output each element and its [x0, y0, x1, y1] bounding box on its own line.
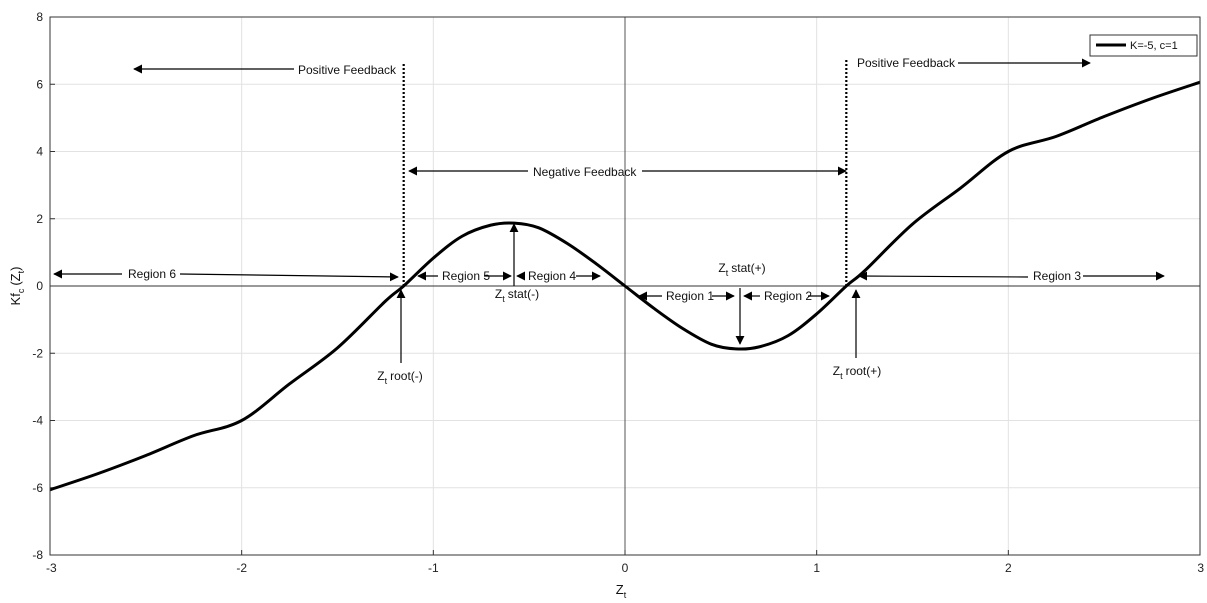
zt-stat-minus-label: Zt stat(-)	[495, 287, 539, 304]
x-tick-label: -3	[46, 561, 57, 575]
y-tick-label: -8	[32, 548, 43, 562]
x-axis-label: Zt	[616, 582, 627, 600]
y-tick-label: -2	[32, 346, 43, 360]
positive-feedback-right-label: Positive Feedback	[857, 56, 956, 70]
x-tick-label: 1	[813, 561, 820, 575]
region6-label: Region 6	[128, 267, 176, 281]
y-tick-label: -4	[32, 414, 43, 428]
legend-entry: K=-5, c=1	[1130, 40, 1178, 52]
y-axis-label: Kfc(Zt)	[8, 267, 26, 306]
series-layer	[49, 80, 1201, 492]
x-tick-label: 2	[1005, 561, 1012, 575]
legend: K=-5, c=1	[1089, 34, 1198, 57]
y-tick-label: 0	[36, 279, 43, 293]
tick-labels: -3 -2 -1 0 1 2 3 -8 -6 -4 -2 0 2 4 6 8	[32, 10, 1204, 575]
y-tick-label: 6	[36, 77, 43, 91]
x-tick-label: -2	[236, 561, 247, 575]
series-line	[49, 80, 1201, 492]
zt-root-plus-label: Zt root(+)	[833, 364, 882, 381]
plot-frame	[49, 16, 1201, 556]
x-tick-label: 3	[1197, 561, 1204, 575]
positive-feedback-left-label: Positive Feedback	[298, 63, 397, 77]
region6-arrow-right	[179, 272, 399, 282]
zt-stat-plus-label: Zt stat(+)	[718, 261, 765, 278]
legend-box	[1089, 34, 1198, 57]
x-tick-label: -1	[428, 561, 439, 575]
y-tick-label: -6	[32, 481, 43, 495]
y-tick-label: 8	[36, 10, 43, 24]
annotation-layer: Positive Feedback Positive Feedback Negati…	[53, 56, 1165, 386]
region5-label: Region 5	[442, 269, 490, 283]
region2-label: Region 2	[764, 289, 812, 303]
y-tick-label: 2	[36, 212, 43, 226]
negative-feedback-label: Negative Feedback	[533, 165, 637, 179]
region3-arrow-left	[858, 271, 1029, 281]
region4-label: Region 4	[528, 269, 576, 283]
x-tick-label: 0	[622, 561, 629, 575]
y-tick-label: 4	[36, 145, 43, 159]
region1-label: Region 1	[666, 289, 714, 303]
zt-root-minus-label: Zt root(-)	[377, 369, 423, 386]
region3-label: Region 3	[1033, 269, 1081, 283]
